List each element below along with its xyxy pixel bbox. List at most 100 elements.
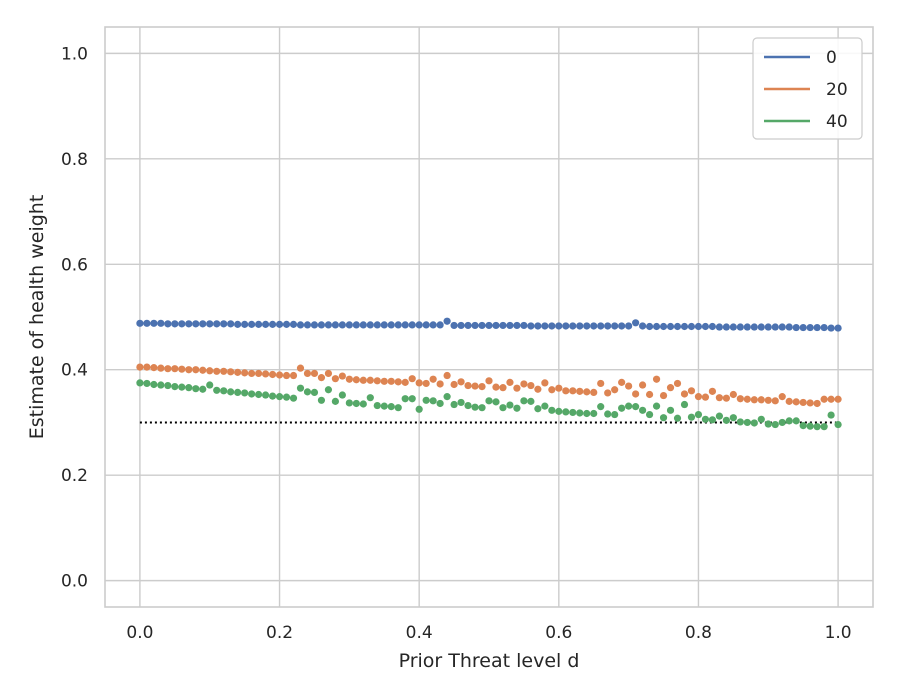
data-point <box>199 320 207 328</box>
data-point <box>373 321 381 329</box>
series-20 <box>136 363 842 408</box>
data-point <box>639 322 647 330</box>
data-point <box>590 388 598 396</box>
data-point <box>143 363 151 371</box>
data-point <box>569 408 577 417</box>
data-point <box>317 321 326 329</box>
data-point <box>541 379 549 387</box>
data-point <box>701 322 710 331</box>
data-point <box>192 320 200 328</box>
data-point <box>785 397 793 405</box>
data-point <box>178 320 186 328</box>
data-point <box>618 322 626 330</box>
data-point <box>303 388 312 396</box>
data-point <box>394 404 402 412</box>
data-point <box>359 321 367 329</box>
data-point <box>324 369 333 378</box>
data-point <box>827 324 835 332</box>
data-point <box>185 320 193 328</box>
data-point <box>443 317 451 325</box>
data-point <box>722 394 730 402</box>
data-point <box>415 321 423 329</box>
data-point <box>492 398 500 406</box>
data-point <box>345 399 353 407</box>
data-point <box>757 396 765 404</box>
data-point <box>590 409 598 418</box>
data-point <box>366 321 374 329</box>
data-point <box>541 402 549 410</box>
data-point <box>666 322 675 331</box>
data-point <box>736 395 744 403</box>
data-point <box>659 322 668 331</box>
data-point <box>694 393 703 401</box>
data-point <box>834 420 842 429</box>
data-point <box>597 322 605 330</box>
data-point <box>799 422 807 430</box>
data-point <box>645 322 654 331</box>
data-point <box>632 319 640 327</box>
data-point <box>150 380 158 389</box>
data-point <box>220 387 228 395</box>
data-point <box>324 321 333 329</box>
data-point <box>199 366 207 374</box>
data-point <box>261 320 270 328</box>
data-point <box>625 402 633 410</box>
data-point <box>471 403 479 411</box>
data-point <box>687 413 696 421</box>
data-point <box>331 375 339 383</box>
data-point <box>715 323 724 331</box>
data-point <box>310 321 319 329</box>
data-point <box>213 367 221 375</box>
data-point <box>764 396 772 404</box>
data-point <box>722 323 730 331</box>
data-point <box>275 320 284 328</box>
data-point <box>422 321 430 329</box>
data-point <box>534 322 542 330</box>
data-point <box>227 320 235 328</box>
data-point <box>457 378 465 386</box>
data-point <box>708 322 717 331</box>
data-point <box>492 321 500 330</box>
data-point <box>604 389 612 397</box>
data-point <box>401 378 409 386</box>
data-point <box>268 392 277 400</box>
data-point <box>310 369 319 378</box>
legend-label: 40 <box>826 112 848 132</box>
y-tick-label: 1.0 <box>61 44 88 64</box>
data-point <box>562 387 570 395</box>
data-point <box>820 395 828 403</box>
data-point <box>227 388 235 396</box>
data-point <box>604 410 612 418</box>
data-point <box>471 382 479 390</box>
data-point <box>611 322 619 330</box>
data-point <box>289 371 298 380</box>
data-point <box>268 320 277 328</box>
data-point <box>443 393 451 401</box>
data-point <box>576 322 584 330</box>
legend-label: 20 <box>826 80 848 100</box>
data-point <box>450 380 458 389</box>
data-point <box>296 321 305 329</box>
data-point <box>743 418 751 427</box>
data-point <box>576 409 584 417</box>
data-point <box>394 321 402 329</box>
data-point <box>234 388 242 396</box>
x-tick-label: 0.8 <box>685 623 712 643</box>
data-point <box>764 323 772 331</box>
data-point <box>499 404 507 412</box>
data-point <box>506 378 514 386</box>
data-point <box>401 321 409 329</box>
data-point <box>757 323 765 331</box>
data-point <box>261 370 270 378</box>
data-point <box>408 375 416 383</box>
data-point <box>771 323 779 331</box>
data-point <box>192 385 200 393</box>
data-point <box>820 323 828 332</box>
data-point <box>206 367 214 375</box>
data-point <box>457 321 465 330</box>
data-point <box>652 402 661 410</box>
series-0 <box>136 317 842 332</box>
data-point <box>429 375 437 383</box>
data-point <box>750 396 758 404</box>
